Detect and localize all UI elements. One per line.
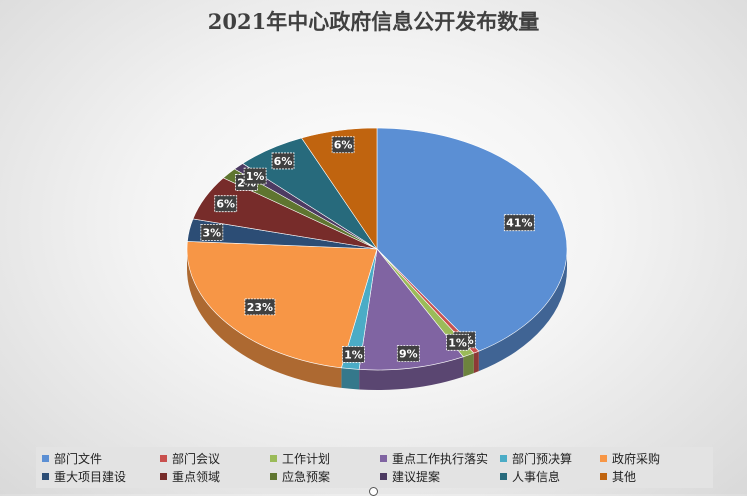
svg-text:9%: 9% bbox=[399, 348, 418, 361]
legend-label: 人事信息 bbox=[512, 469, 561, 484]
legend-item: 重点工作执行落实 bbox=[380, 449, 500, 467]
slice-side-1 bbox=[473, 351, 479, 374]
slice-11 bbox=[301, 127, 378, 250]
legend-swatch bbox=[160, 472, 167, 480]
legend-item: 部门文件 bbox=[42, 449, 160, 467]
data-label: 3% bbox=[200, 223, 224, 241]
legend-label: 部门会议 bbox=[172, 451, 221, 466]
legend-swatch bbox=[380, 472, 387, 480]
slice-side-5 bbox=[187, 249, 342, 388]
legend-swatch bbox=[500, 454, 507, 462]
svg-text:41%: 41% bbox=[506, 217, 532, 230]
data-label: 9% bbox=[396, 345, 420, 362]
svg-text:1%: 1% bbox=[448, 336, 467, 349]
data-label: 6% bbox=[214, 195, 238, 213]
legend-label: 重点领域 bbox=[172, 469, 221, 484]
legend-label: 部门文件 bbox=[54, 451, 103, 466]
slice-0 bbox=[376, 127, 568, 352]
pie-data-labels: 41%0%1%9%1%23%3%6%2%1%6%6% bbox=[200, 136, 535, 363]
legend-label: 建议提案 bbox=[392, 469, 441, 484]
svg-text:1%: 1% bbox=[246, 170, 265, 183]
legend-item: 人事信息 bbox=[500, 467, 600, 485]
data-label: 23% bbox=[244, 298, 276, 316]
legend-label: 其他 bbox=[612, 469, 637, 484]
data-label: 6% bbox=[331, 136, 355, 154]
legend-item: 建议提案 bbox=[380, 467, 500, 485]
data-label: 1% bbox=[243, 167, 267, 185]
svg-text:6%: 6% bbox=[334, 139, 353, 152]
legend-item: 应急预案 bbox=[270, 467, 380, 485]
legend-label: 政府采购 bbox=[612, 451, 661, 466]
legend-item: 部门预决算 bbox=[500, 449, 600, 467]
legend-item: 工作计划 bbox=[270, 449, 380, 467]
svg-text:6%: 6% bbox=[216, 198, 235, 211]
legend-swatch bbox=[380, 454, 387, 462]
legend-swatch bbox=[500, 472, 507, 480]
scroll-handle[interactable] bbox=[369, 487, 378, 496]
slice-3 bbox=[358, 248, 464, 371]
legend-swatch bbox=[270, 454, 277, 462]
legend-swatch bbox=[42, 454, 49, 462]
data-label: 1% bbox=[446, 333, 469, 351]
legend-swatch bbox=[600, 454, 607, 462]
data-label: 1% bbox=[342, 346, 365, 363]
chart-title: 2021年中心政府信息公开发布数量 bbox=[207, 9, 540, 34]
legend-swatch bbox=[600, 472, 607, 480]
data-label: 41% bbox=[503, 214, 535, 232]
legend-label: 应急预案 bbox=[282, 469, 331, 484]
legend-swatch bbox=[270, 472, 277, 480]
svg-text:6%: 6% bbox=[274, 155, 293, 168]
legend-item: 重大项目建设 bbox=[42, 467, 160, 485]
data-label: 6% bbox=[271, 152, 295, 170]
slice-side-2 bbox=[463, 353, 474, 377]
slice-5 bbox=[186, 241, 378, 369]
svg-text:1%: 1% bbox=[344, 348, 363, 361]
pie-slices bbox=[186, 127, 568, 371]
legend-label: 工作计划 bbox=[282, 451, 331, 466]
legend-item: 重点领域 bbox=[160, 467, 270, 485]
legend-swatch bbox=[160, 454, 167, 462]
legend-label: 重点工作执行落实 bbox=[392, 451, 489, 466]
legend-item: 部门会议 bbox=[160, 449, 270, 467]
slice-side-4 bbox=[341, 367, 360, 390]
slice-side-3 bbox=[359, 356, 464, 390]
slice-side-0 bbox=[478, 249, 568, 372]
svg-text:23%: 23% bbox=[247, 301, 273, 314]
legend-label: 重大项目建设 bbox=[54, 469, 127, 484]
legend-swatch bbox=[42, 472, 49, 480]
pie-sides bbox=[187, 249, 568, 390]
legend-item: 其他 bbox=[600, 467, 710, 485]
legend: 部门文件 部门会议 工作计划 重点工作执行落实 部门预决算 政府采购重大项目建设 重点领域 应… bbox=[36, 447, 713, 488]
legend-item: 政府采购 bbox=[600, 449, 710, 467]
legend-label: 部门预决算 bbox=[512, 451, 573, 466]
svg-text:3%: 3% bbox=[203, 226, 222, 239]
